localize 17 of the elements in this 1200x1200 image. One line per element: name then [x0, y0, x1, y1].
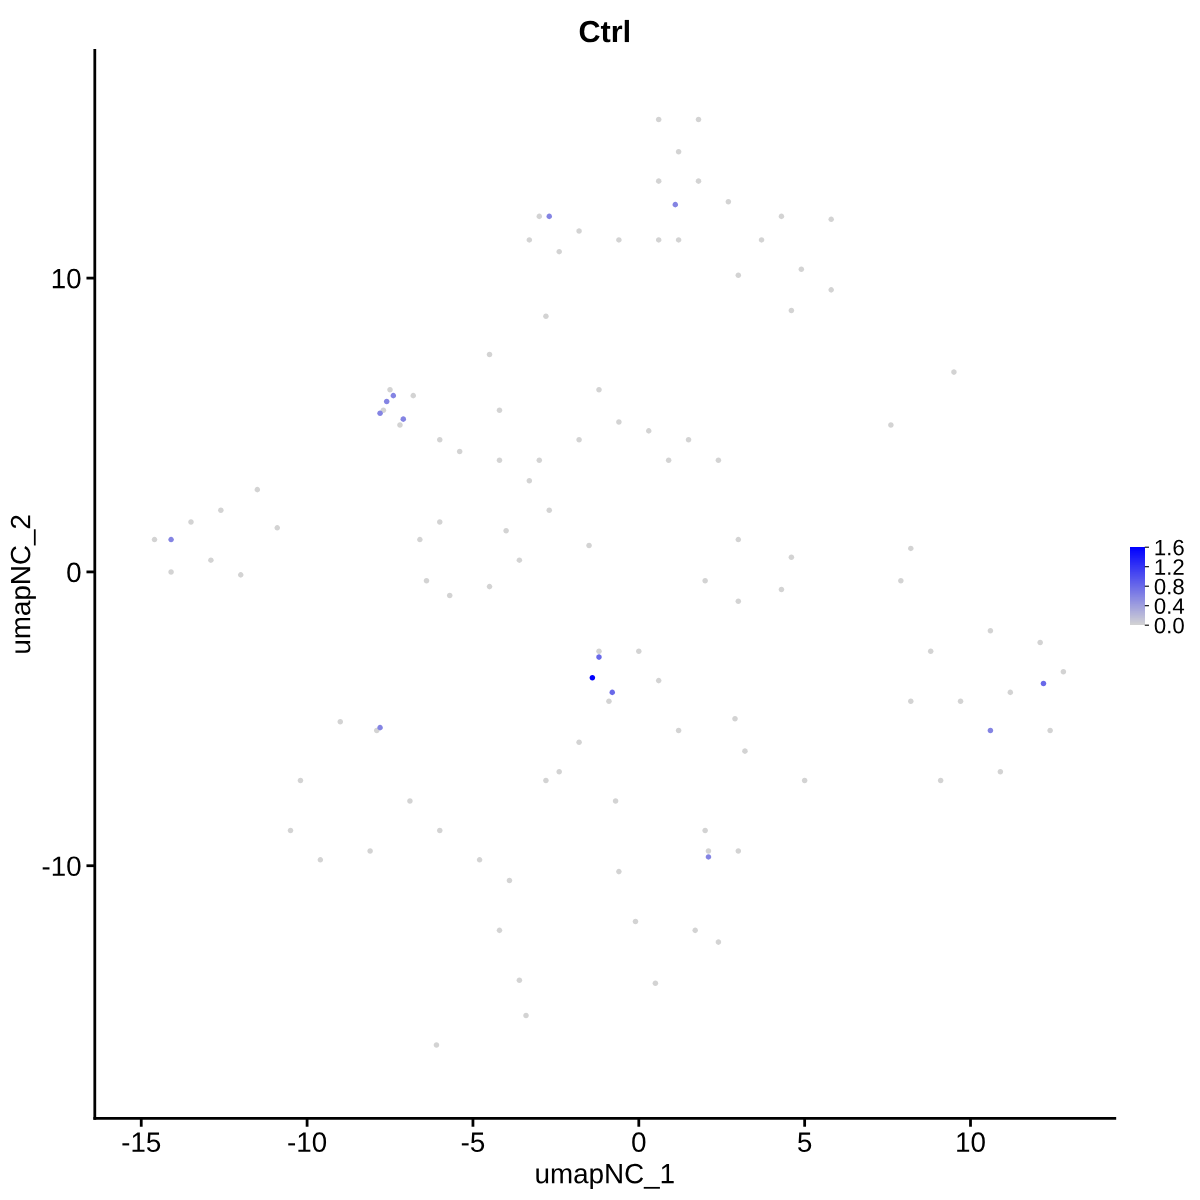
x-tick-label: 0: [632, 1132, 646, 1152]
x-tick-label: -5: [461, 1132, 485, 1152]
y-tick-label: -10: [42, 856, 81, 877]
color-bar-label: 1.6: [1155, 539, 1184, 556]
x-tick-label: 10: [957, 1132, 985, 1152]
chart-title: Ctrl: [579, 19, 629, 43]
color-bar-label: 1.2: [1155, 559, 1184, 575]
y-tick-label: 0: [67, 562, 81, 583]
color-bar-label: 0.4: [1154, 598, 1185, 614]
x-axis-title: umapNC_1: [536, 1163, 674, 1189]
x-tick-label: -15: [122, 1132, 161, 1152]
y-axis-title: umapNC_2: [10, 515, 36, 653]
color-bar-label: 0.8: [1154, 578, 1184, 595]
x-tick-label: 5: [798, 1132, 812, 1152]
x-tick-label: -10: [288, 1132, 327, 1152]
color-bar-label: 0.0: [1154, 617, 1184, 634]
y-tick-label: 10: [52, 268, 81, 289]
